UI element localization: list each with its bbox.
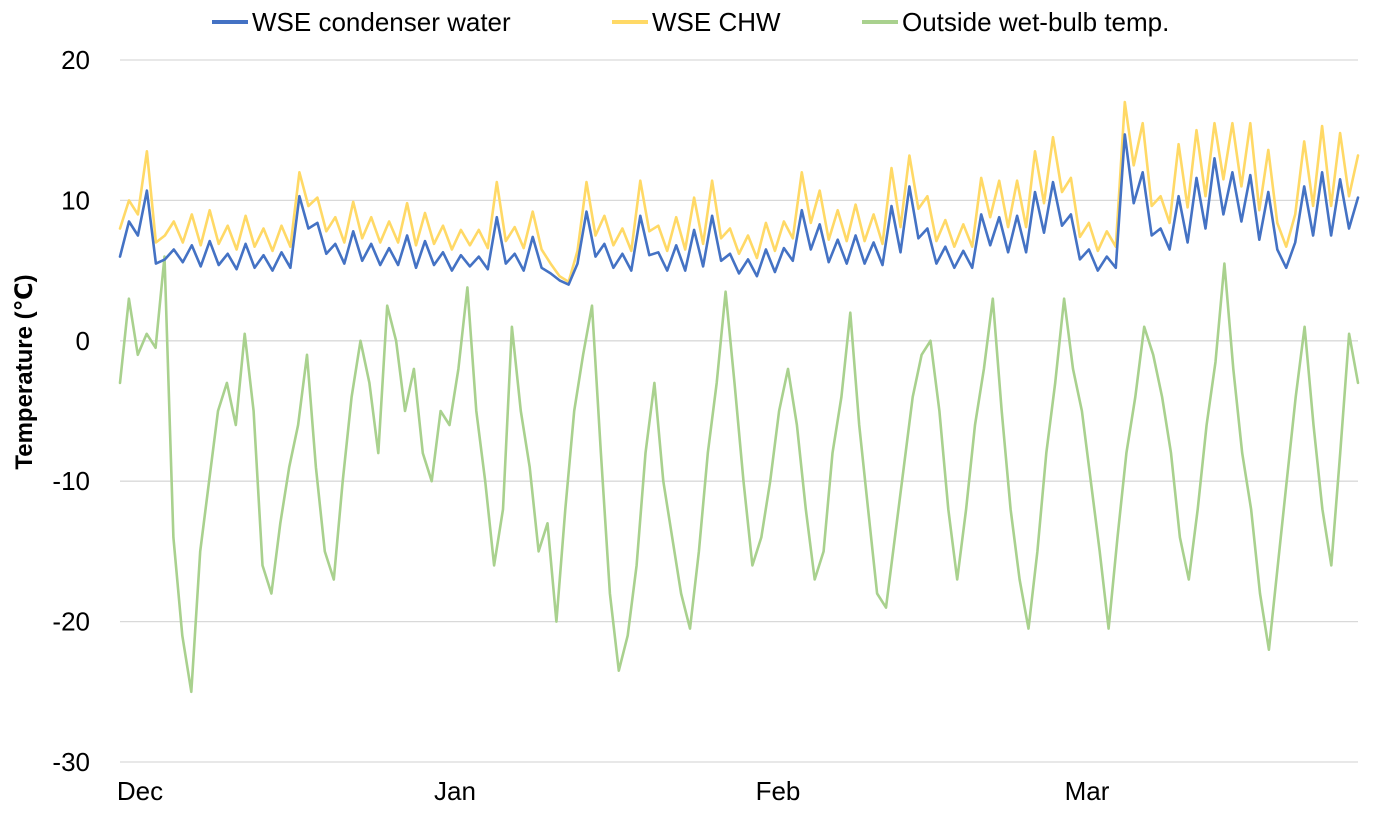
- y-tick-label: 0: [76, 326, 90, 356]
- y-tick-label: -30: [52, 747, 90, 777]
- y-tick-label: 10: [61, 185, 90, 215]
- x-tick-label: Feb: [756, 776, 801, 806]
- gridlines: [120, 59, 1358, 763]
- series-lines: [118, 100, 1360, 694]
- series-line-2: [118, 255, 1360, 694]
- legend-label: Outside wet-bulb temp.: [902, 7, 1169, 37]
- x-tick-label: Dec: [117, 776, 163, 806]
- y-tick-label: -20: [52, 607, 90, 637]
- y-tick-label: 20: [61, 45, 90, 75]
- series-line-1: [118, 100, 1360, 284]
- x-tick-labels: Dec Jan Feb Mar: [117, 776, 1110, 806]
- x-tick-label: Mar: [1065, 776, 1110, 806]
- x-tick-label: Jan: [434, 776, 476, 806]
- legend-label: WSE condenser water: [252, 7, 511, 37]
- y-tick-labels: 20 10 0 -10 -20 -30: [52, 45, 90, 777]
- legend: WSE condenser water WSE CHW Outside wet-bu…: [212, 7, 1169, 37]
- legend-label: WSE CHW: [652, 7, 781, 37]
- y-axis-title: Temperature (℃): [11, 274, 38, 469]
- series-line-0: [118, 133, 1360, 286]
- y-tick-label: -10: [52, 466, 90, 496]
